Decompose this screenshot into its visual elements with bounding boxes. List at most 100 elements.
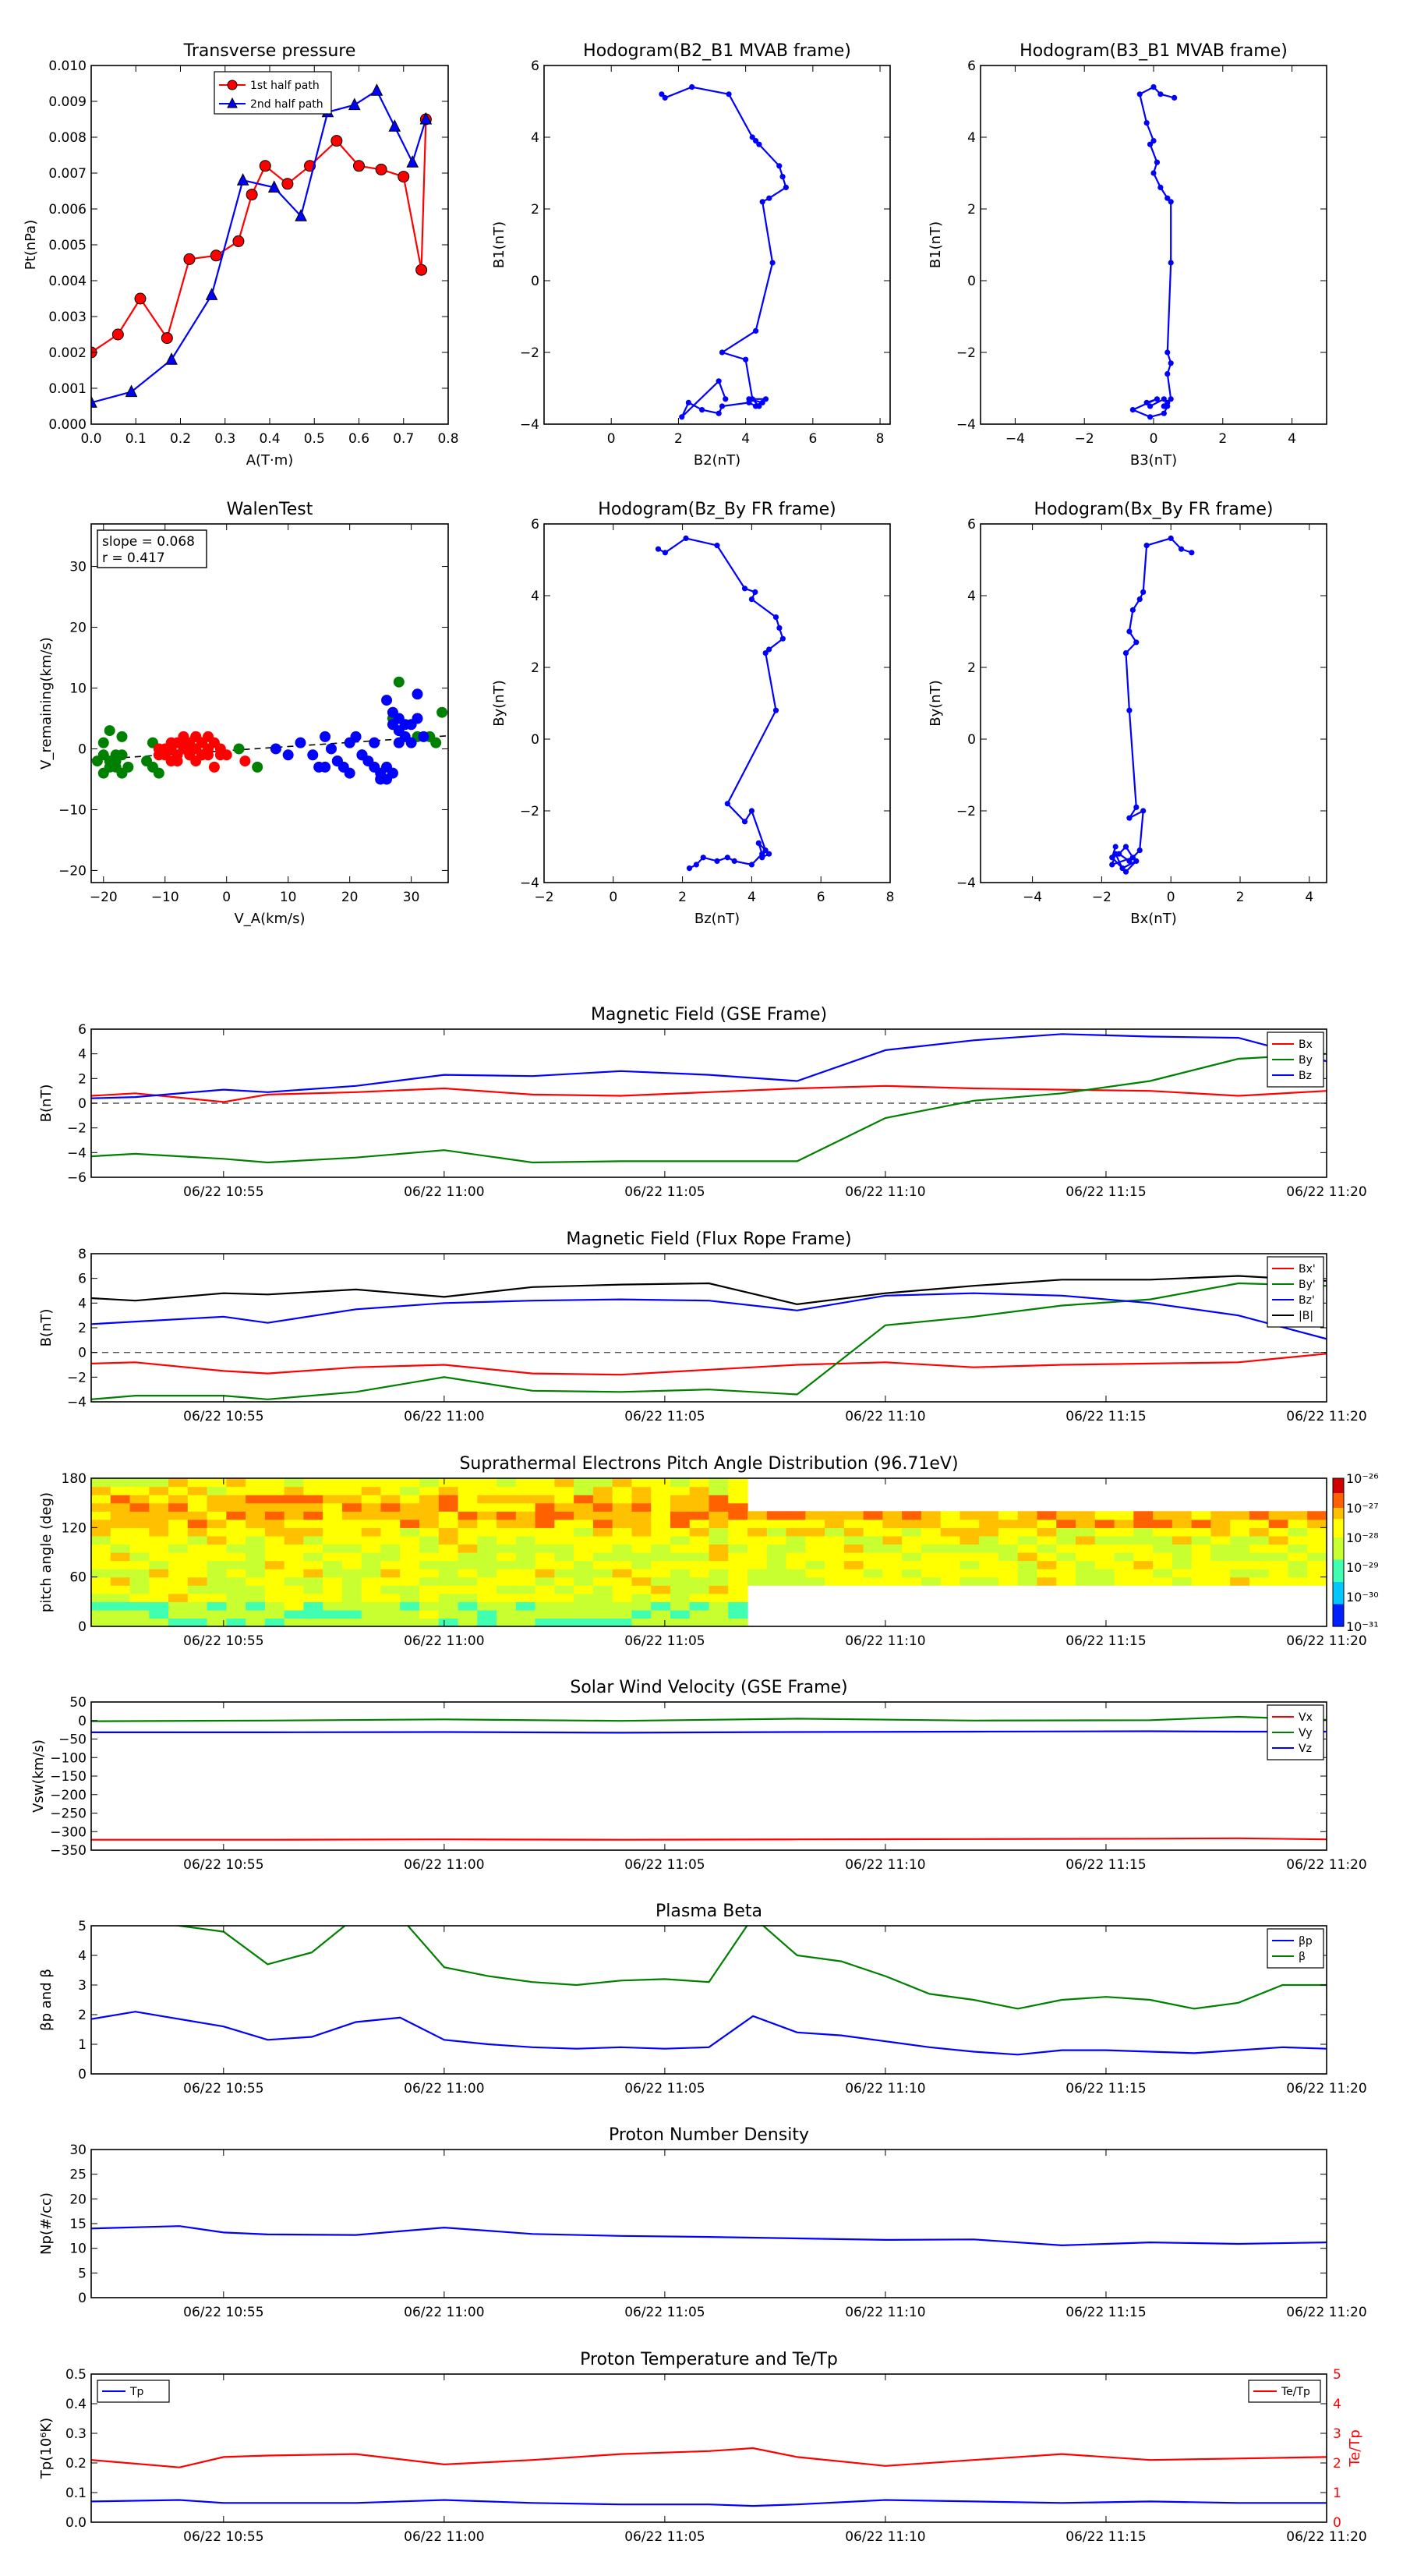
series-line xyxy=(91,1033,1327,1099)
data-point xyxy=(756,141,762,147)
heatmap-cell xyxy=(1037,1576,1057,1586)
heatmap-cell xyxy=(728,1486,748,1495)
heatmap-cell xyxy=(863,1576,883,1586)
heatmap-cell xyxy=(515,1511,536,1520)
heatmap-cell xyxy=(709,1585,729,1594)
heatmap-cell xyxy=(284,1552,305,1562)
heatmap-cell xyxy=(303,1486,323,1495)
heatmap-cell xyxy=(129,1544,150,1553)
heatmap-cell xyxy=(246,1535,266,1545)
heatmap-cell xyxy=(361,1495,382,1504)
heatmap-cell xyxy=(728,1544,748,1553)
heatmap-cell xyxy=(400,1560,420,1569)
heatmap-cell xyxy=(728,1618,748,1626)
colorbar-segment xyxy=(1333,1597,1344,1601)
heatmap-cell xyxy=(497,1552,517,1562)
heatmap-cell xyxy=(766,1535,787,1545)
heatmap-cell xyxy=(689,1511,710,1520)
data-point xyxy=(205,288,218,300)
heatmap-cell xyxy=(110,1544,131,1553)
y2-axis-label: Te/Tp xyxy=(1347,2429,1363,2468)
heatmap-cell xyxy=(786,1569,806,1578)
heatmap-cell xyxy=(246,1519,266,1528)
heatmap-cell xyxy=(477,1478,497,1488)
y-tick-label: 6 xyxy=(78,1022,87,1038)
x-tick-label: 0 xyxy=(607,431,616,447)
heatmap-cell xyxy=(825,1527,845,1537)
heatmap-cell xyxy=(843,1535,864,1545)
heatmap-cell xyxy=(187,1519,208,1528)
colorbar-segment xyxy=(1333,1582,1344,1587)
heatmap-cell xyxy=(592,1527,613,1537)
heatmap-cell xyxy=(497,1601,517,1611)
heatmap-cell xyxy=(612,1560,633,1569)
heatmap-cell xyxy=(187,1544,208,1553)
heatmap-cell xyxy=(631,1486,652,1495)
y-axis-label: By(nT) xyxy=(928,680,944,726)
data-point xyxy=(111,328,124,341)
data-point xyxy=(779,635,786,642)
y2-tick-label: 1 xyxy=(1333,2486,1341,2501)
heatmap-cell xyxy=(1230,1544,1250,1553)
y-tick-label: 10 xyxy=(69,2242,87,2257)
x-tick-label: 0.2 xyxy=(170,431,191,447)
heatmap-cell xyxy=(91,1478,111,1488)
heatmap-cell xyxy=(612,1576,633,1586)
heatmap-cell xyxy=(1172,1576,1193,1586)
heatmap-cell xyxy=(1288,1535,1308,1545)
heatmap-cell xyxy=(709,1519,729,1528)
heatmap-cell xyxy=(207,1576,227,1586)
heatmap-cell xyxy=(187,1609,208,1619)
data-point xyxy=(1164,371,1171,377)
heatmap-cell xyxy=(670,1560,691,1569)
series-line xyxy=(91,2225,1327,2247)
chart-title: Plasma Beta xyxy=(656,1902,762,1921)
heatmap-cell xyxy=(187,1618,208,1626)
heatmap-cell xyxy=(805,1544,825,1553)
scatter-point xyxy=(418,731,429,742)
heatmap-cell xyxy=(419,1486,440,1495)
chart-hodo2: Hodogram(B3_B1 MVAB frame) −4 −2 0 2 4 6 −4 −2 0 2… xyxy=(928,41,1327,469)
heatmap-cell xyxy=(323,1519,343,1528)
y-tick-label: 0.009 xyxy=(48,94,87,110)
colorbar-tick-label: 10⁻³¹ xyxy=(1346,1619,1379,1634)
heatmap-cell xyxy=(149,1478,169,1488)
legend: Te/Tp xyxy=(1248,2380,1321,2403)
heatmap-cell xyxy=(419,1601,440,1611)
heatmap-cell xyxy=(207,1495,227,1504)
heatmap-cell xyxy=(477,1486,497,1495)
heatmap-cell xyxy=(1017,1535,1038,1545)
r-text: r = 0.417 xyxy=(102,550,165,566)
heatmap-cell xyxy=(515,1478,536,1488)
colorbar-segment xyxy=(1333,1585,1344,1591)
heatmap-cell xyxy=(1268,1519,1289,1528)
heatmap-cell xyxy=(670,1552,691,1562)
heatmap-cell xyxy=(592,1519,613,1528)
heatmap-cell xyxy=(91,1618,111,1626)
y-tick-label: 15 xyxy=(69,2217,87,2232)
heatmap-cell xyxy=(1307,1569,1327,1578)
plot-frame xyxy=(90,65,449,425)
heatmap-cell xyxy=(631,1519,652,1528)
heatmap-cell xyxy=(651,1519,671,1528)
heatmap-cell xyxy=(689,1601,710,1611)
y-tick-label: 6 xyxy=(78,1272,87,1287)
heatmap-cell xyxy=(497,1495,517,1504)
y-tick-label: 2 xyxy=(967,660,976,676)
heatmap-cell xyxy=(747,1576,768,1586)
heatmap-cell xyxy=(1133,1511,1154,1520)
heatmap-cell xyxy=(168,1502,189,1512)
heatmap-cell xyxy=(303,1618,323,1626)
heatmap-cell xyxy=(341,1502,362,1512)
heatmap-cell xyxy=(341,1618,362,1626)
heatmap-cell xyxy=(651,1609,671,1619)
heatmap-cell xyxy=(631,1527,652,1537)
scatter-point xyxy=(270,743,281,755)
heatmap-cell xyxy=(709,1593,729,1602)
heatmap-cell xyxy=(1230,1519,1250,1528)
heatmap-cell xyxy=(1210,1576,1231,1586)
data-point xyxy=(1126,858,1133,864)
colorbar-segment xyxy=(1333,1537,1344,1542)
x-tick-label: 06/22 11:20 xyxy=(1286,2529,1366,2545)
heatmap-cell xyxy=(979,1519,999,1528)
